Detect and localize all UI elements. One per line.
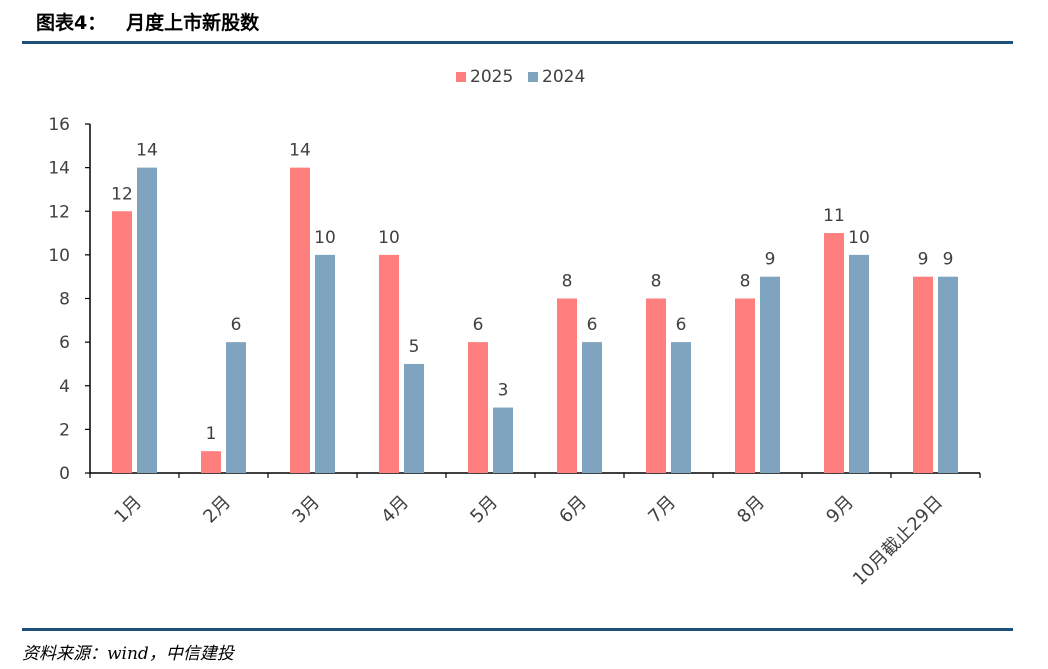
data-label-2025-6: 8	[562, 272, 573, 292]
y-tick-label: 4	[59, 377, 70, 397]
bar-2024-5	[493, 407, 513, 473]
bar-2025-4	[379, 254, 399, 473]
bar-2024-4	[404, 363, 424, 473]
bar-2025-10	[913, 276, 933, 473]
x-tick-label: 9月	[822, 492, 858, 528]
data-label-2024-10: 9	[943, 250, 954, 270]
legend-label-2024: 2024	[542, 67, 585, 87]
bar-2024-10	[938, 276, 958, 473]
x-tick-label: 3月	[288, 492, 324, 528]
bar-2025-6	[557, 298, 577, 473]
bar-2024-3	[315, 254, 335, 473]
legend-swatch-2025	[456, 72, 466, 82]
y-tick-label: 10	[48, 246, 70, 266]
x-tick-label: 1月	[110, 492, 146, 528]
legend-label-2025: 2025	[470, 67, 513, 87]
y-tick-label: 8	[59, 290, 70, 310]
data-label-2025-9: 11	[823, 206, 845, 226]
data-label-2024-3: 10	[314, 228, 336, 248]
x-tick-label: 4月	[377, 492, 413, 528]
y-tick-label: 2	[59, 420, 70, 440]
figure-title-prefix: 图表4：	[36, 12, 107, 34]
data-label-2025-5: 6	[473, 315, 484, 335]
top-rule	[22, 41, 1013, 44]
bar-2025-9	[824, 233, 844, 473]
bar-2025-7	[646, 298, 666, 473]
y-tick-label: 0	[59, 464, 70, 484]
bar-2025-3	[290, 167, 310, 473]
data-label-2025-8: 8	[740, 272, 751, 292]
data-label-2024-4: 5	[409, 337, 420, 357]
data-label-2025-7: 8	[651, 272, 662, 292]
x-tick-label: 10月截止29日	[849, 492, 947, 590]
y-tick-label: 14	[48, 159, 70, 179]
x-tick-label: 7月	[644, 492, 680, 528]
data-label-2024-8: 9	[765, 250, 776, 270]
figure-title: 图表4： 月度上市新股数	[36, 8, 259, 35]
data-label-2024-7: 6	[676, 315, 687, 335]
data-label-2025-2: 1	[206, 424, 217, 444]
x-tick-label: 2月	[199, 492, 235, 528]
data-label-2024-6: 6	[587, 315, 598, 335]
data-label-2024-5: 3	[498, 381, 509, 401]
x-tick-label: 6月	[555, 492, 591, 528]
data-label-2025-10: 9	[918, 250, 929, 270]
data-label-2024-9: 10	[848, 228, 870, 248]
bar-2024-2	[226, 342, 246, 473]
data-label-2025-1: 12	[111, 184, 133, 204]
bar-2024-7	[671, 342, 691, 473]
x-tick-label: 5月	[466, 492, 502, 528]
bar-2025-5	[468, 342, 488, 473]
data-label-2024-1: 14	[136, 141, 158, 161]
bar-2024-9	[849, 254, 869, 473]
bar-2025-2	[201, 451, 221, 473]
y-tick-label: 16	[48, 115, 70, 135]
data-label-2025-3: 14	[289, 141, 311, 161]
data-label-2025-4: 10	[378, 228, 400, 248]
y-tick-label: 6	[59, 333, 70, 353]
figure-title-text: 月度上市新股数	[126, 12, 260, 34]
bar-2025-1	[112, 211, 132, 473]
data-label-2024-2: 6	[231, 315, 242, 335]
bar-2024-8	[760, 276, 780, 473]
y-tick-label: 12	[48, 202, 70, 222]
bar-2024-1	[137, 167, 157, 473]
bar-2024-6	[582, 342, 602, 473]
legend-swatch-2024	[528, 72, 538, 82]
x-tick-label: 8月	[733, 492, 769, 528]
bottom-rule	[22, 628, 1013, 631]
bar-2025-8	[735, 298, 755, 473]
source-note: 资料来源：wind，中信建投	[22, 644, 234, 664]
